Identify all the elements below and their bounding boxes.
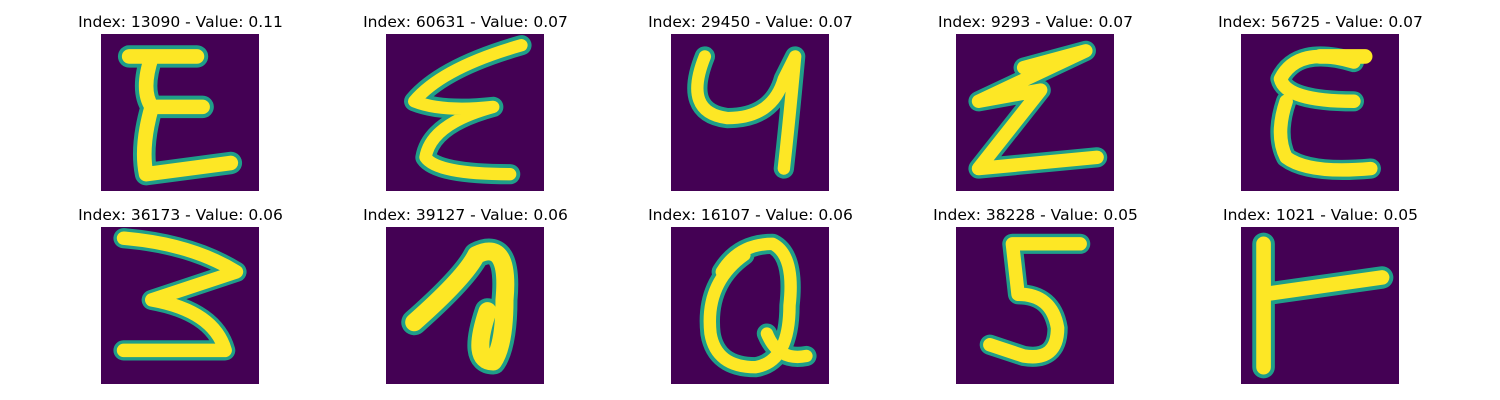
panel-title: Index: 13090 - Value: 0.11	[78, 13, 283, 31]
image-panel: Index: 38228 - Value: 0.05	[893, 205, 1178, 395]
image-panel: Index: 36173 - Value: 0.06	[38, 205, 323, 395]
panel-title: Index: 60631 - Value: 0.07	[363, 13, 568, 31]
digit-image	[671, 34, 829, 191]
panel-title: Index: 16107 - Value: 0.06	[648, 206, 853, 224]
digit-image	[386, 34, 544, 191]
digit-image	[101, 227, 259, 384]
image-panel: Index: 1021 - Value: 0.05	[1178, 205, 1463, 395]
panel-title: Index: 29450 - Value: 0.07	[648, 13, 853, 31]
image-panel: Index: 56725 - Value: 0.07	[1178, 12, 1463, 202]
image-panel: Index: 9293 - Value: 0.07	[893, 12, 1178, 202]
digit-image	[1241, 34, 1399, 191]
digit-image	[956, 34, 1114, 191]
panel-title: Index: 38228 - Value: 0.05	[933, 206, 1138, 224]
panel-title: Index: 39127 - Value: 0.06	[363, 206, 568, 224]
panel-title: Index: 56725 - Value: 0.07	[1218, 13, 1423, 31]
image-panel: Index: 16107 - Value: 0.06	[608, 205, 893, 395]
digit-image	[1241, 227, 1399, 384]
digit-image	[101, 34, 259, 191]
image-panel: Index: 39127 - Value: 0.06	[323, 205, 608, 395]
panel-title: Index: 1021 - Value: 0.05	[1223, 206, 1418, 224]
digit-image	[386, 227, 544, 384]
digit-image	[956, 227, 1114, 384]
panel-title: Index: 9293 - Value: 0.07	[938, 13, 1133, 31]
digit-image	[671, 227, 829, 384]
panel-title: Index: 36173 - Value: 0.06	[78, 206, 283, 224]
image-panel: Index: 60631 - Value: 0.07	[323, 12, 608, 202]
image-panel: Index: 13090 - Value: 0.11	[38, 12, 323, 202]
image-panel: Index: 29450 - Value: 0.07	[608, 12, 893, 202]
